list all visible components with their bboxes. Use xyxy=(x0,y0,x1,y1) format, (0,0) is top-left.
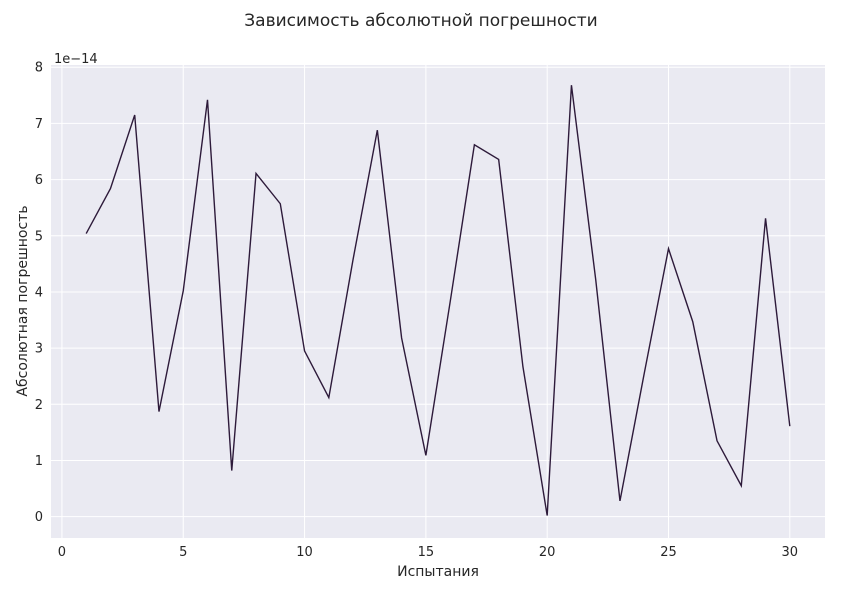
y-tick-label: 3 xyxy=(35,342,43,357)
plot-area xyxy=(51,65,825,538)
y-tick-label: 4 xyxy=(35,285,43,300)
y-tick-labels: 0 1 2 3 4 5 6 7 8 xyxy=(35,61,43,525)
y-tick-label: 7 xyxy=(35,117,43,132)
y-tick-label: 5 xyxy=(35,229,43,244)
grid-lines xyxy=(51,65,825,538)
x-tick-label: 30 xyxy=(782,545,799,560)
series-line xyxy=(85,85,791,516)
x-tick-label: 25 xyxy=(660,545,677,560)
y-axis-label: Абсолютная погрешность xyxy=(15,205,31,396)
y-tick-label: 1 xyxy=(35,454,43,469)
y-tick-label: 2 xyxy=(35,398,43,413)
x-tick-labels: 0 5 10 15 20 25 30 xyxy=(58,545,798,560)
y-offset-label: 1e−14 xyxy=(54,52,98,67)
x-tick-label: 5 xyxy=(179,545,187,560)
x-tick-label: 0 xyxy=(58,545,66,560)
x-tick-label: 20 xyxy=(539,545,556,560)
series-group xyxy=(85,85,791,516)
chart-title: Зависимость абсолютной погрешности xyxy=(244,11,597,31)
y-tick-label: 8 xyxy=(35,61,43,76)
x-tick-label: 15 xyxy=(418,545,435,560)
x-tick-label: 10 xyxy=(296,545,313,560)
y-tick-label: 6 xyxy=(35,173,43,188)
x-axis-label: Испытания xyxy=(397,564,479,580)
y-tick-label: 0 xyxy=(35,510,43,525)
